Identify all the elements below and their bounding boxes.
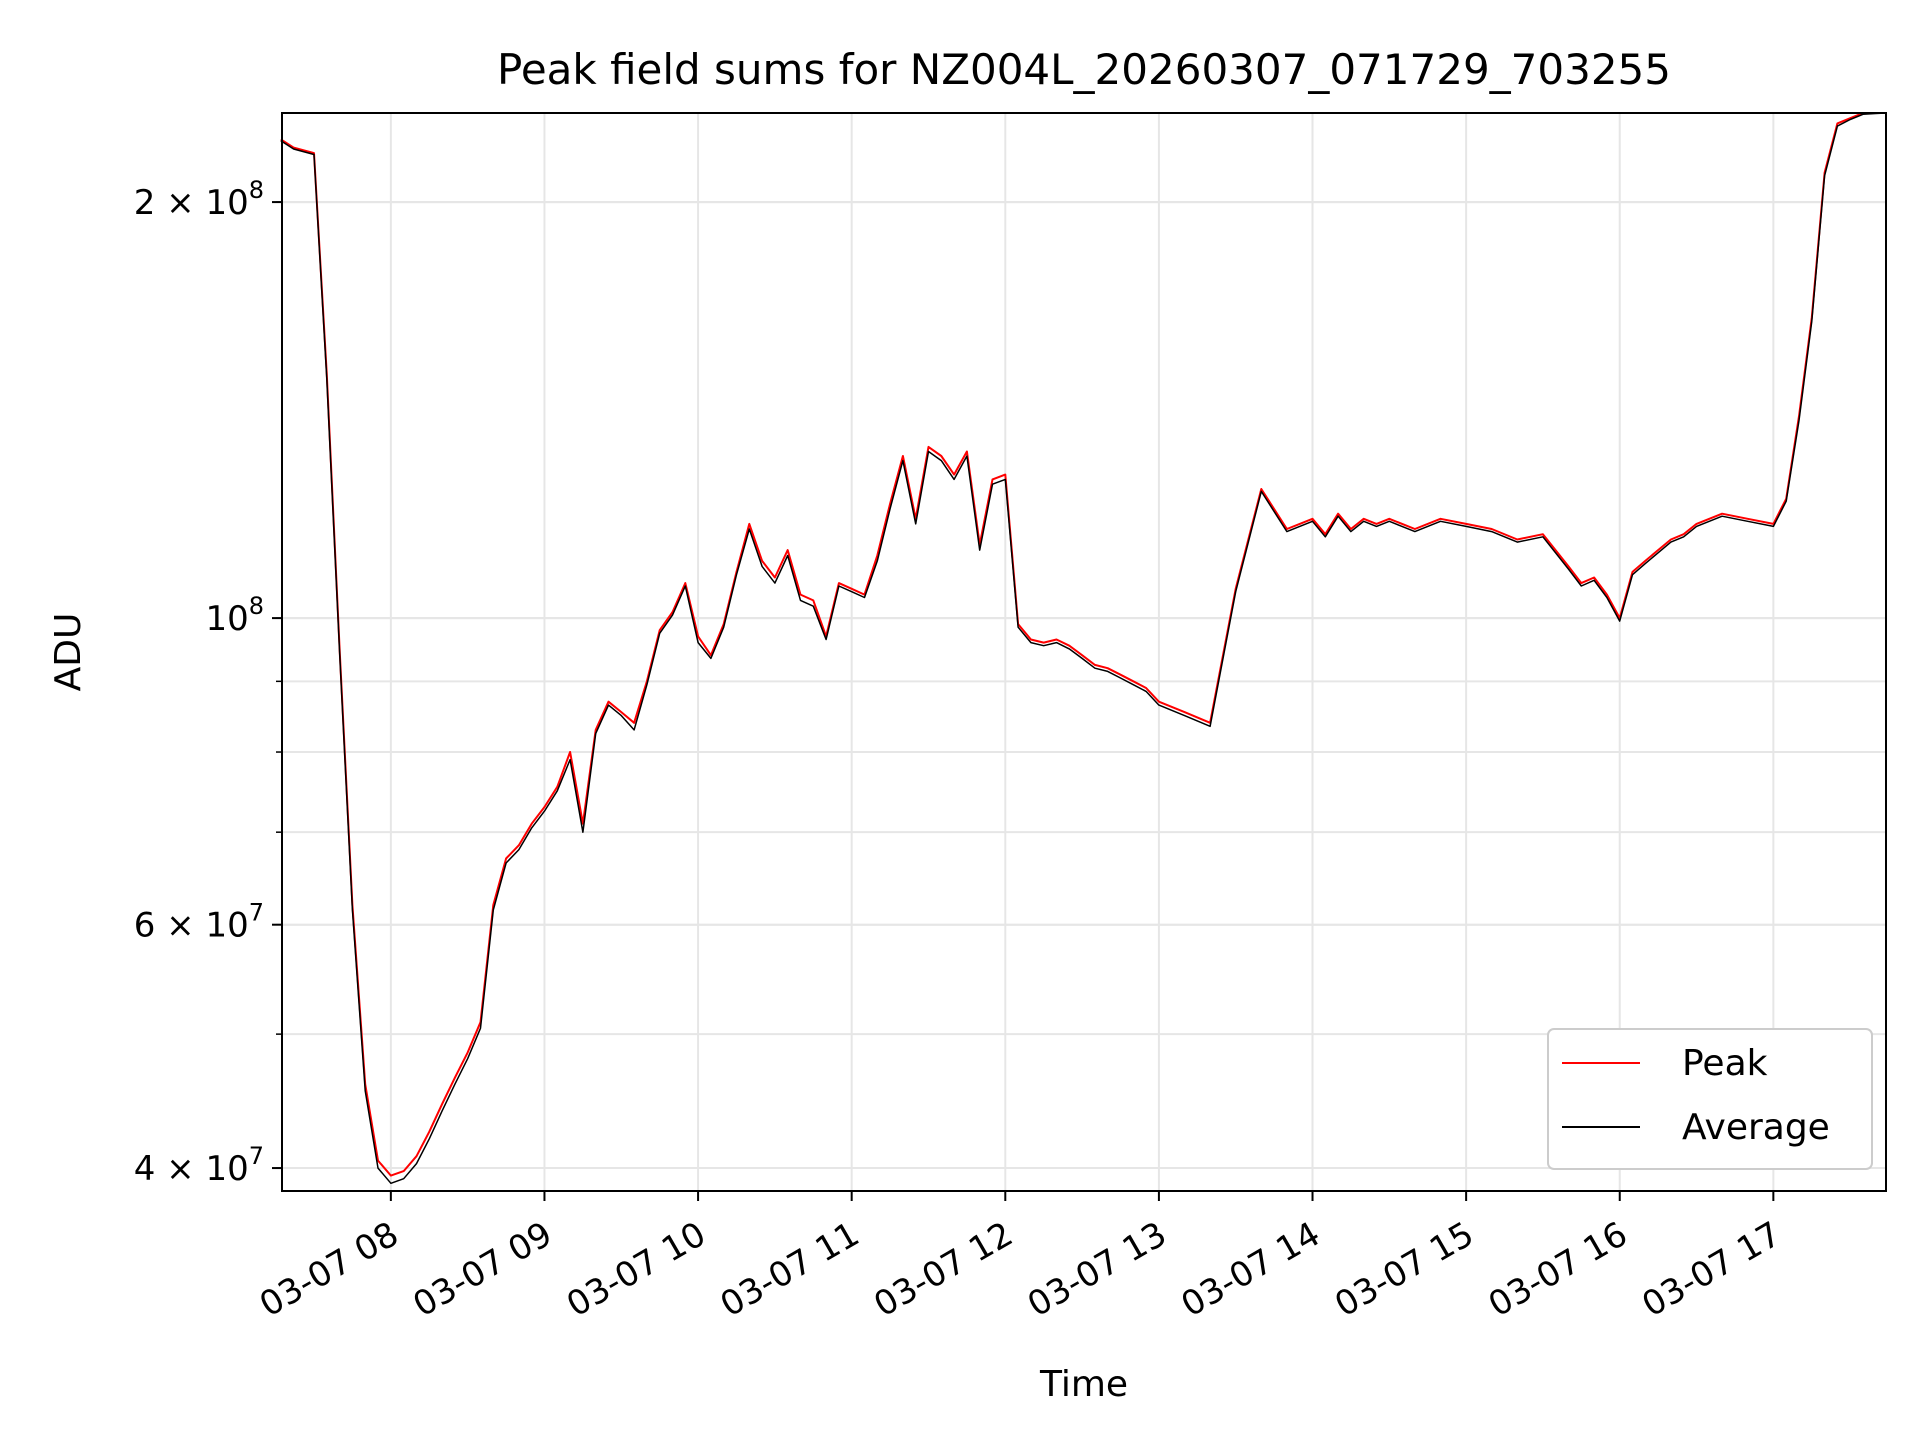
series-lines	[280, 112, 1887, 1185]
chart-title: Peak field sums for NZ004L_20260307_0717…	[497, 45, 1671, 94]
x-axis-label: Time	[1039, 1364, 1128, 1405]
series-line-average	[280, 112, 1887, 1185]
y-axis-label: ADU	[48, 613, 89, 692]
series-line-peak	[280, 112, 1886, 1177]
legend: Peak Average	[1547, 1028, 1873, 1170]
legend-label-peak: Peak	[1682, 1043, 1768, 1084]
y-tick-label: 2 × 108	[134, 176, 264, 223]
y-tick-label: 6 × 107	[134, 899, 264, 946]
y-tick-label: 108	[205, 592, 264, 639]
grid	[282, 113, 1886, 1191]
plot-area	[281, 112, 1887, 1192]
y-tick-label: 4 × 107	[134, 1142, 264, 1189]
legend-label-average: Average	[1682, 1107, 1830, 1148]
